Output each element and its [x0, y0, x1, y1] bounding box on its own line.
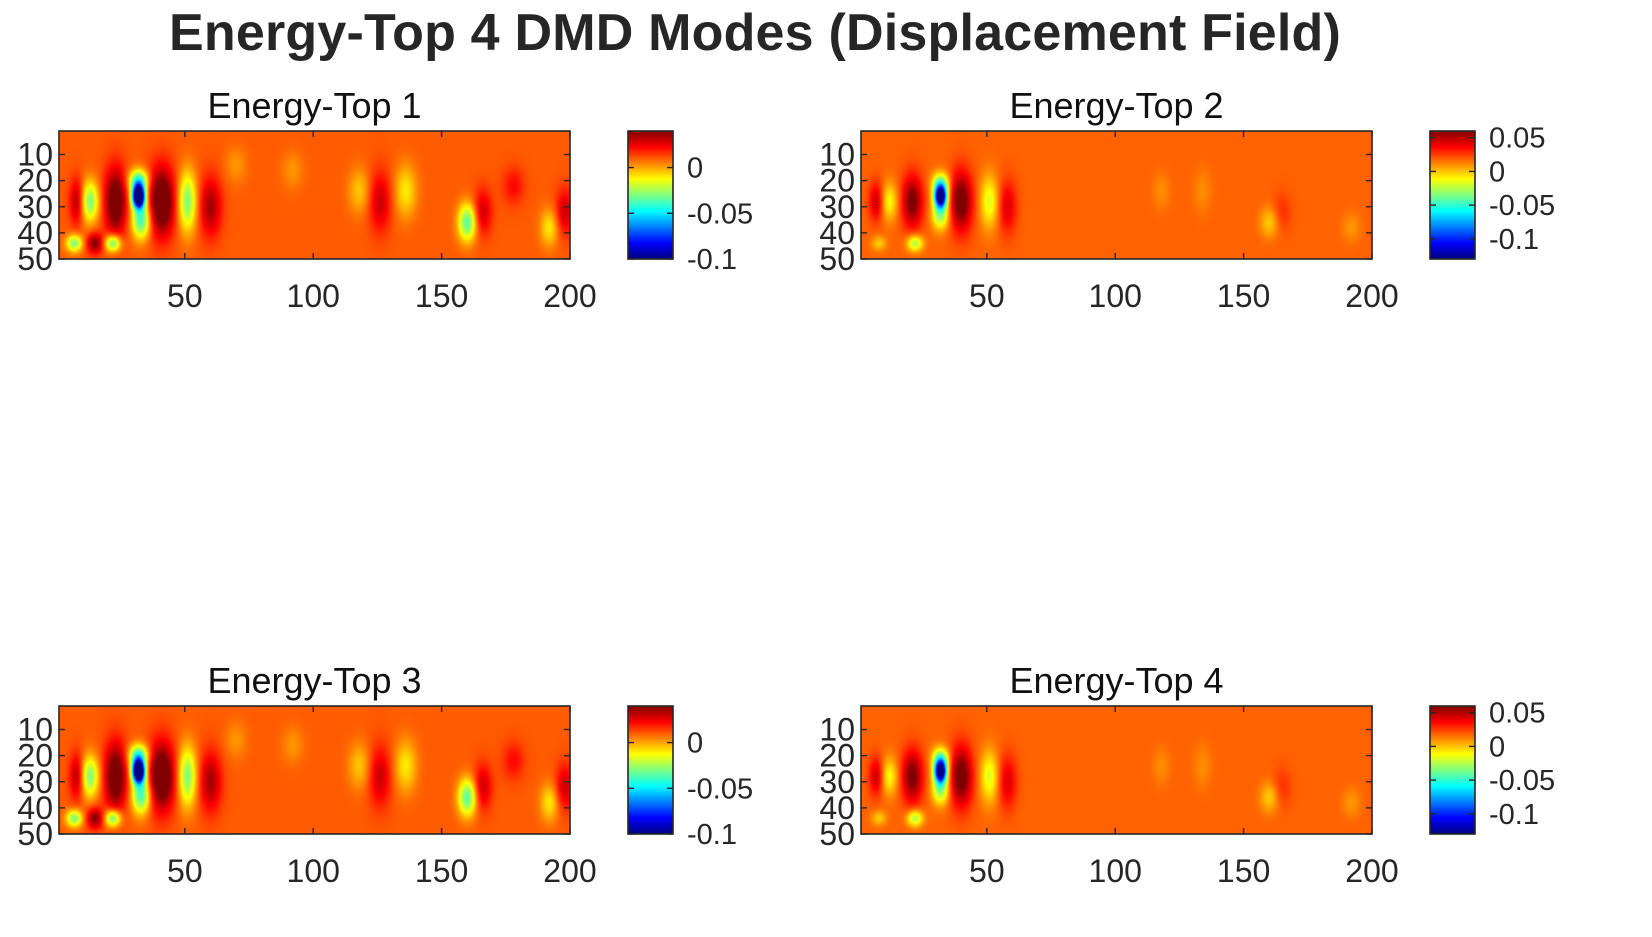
- colorbar-image: [1430, 131, 1475, 259]
- y-tick-label: 10: [17, 137, 53, 173]
- y-tick-label: 40: [819, 790, 855, 826]
- subplot-1: Energy-Top 150 100 150 20010203040500-0.05-…: [17, 85, 753, 314]
- colorbar-tick-label: -0.05: [687, 198, 753, 230]
- x-tick-label: 200: [543, 853, 596, 889]
- subplot-4: Energy-Top 450 100 150 20010203040500.050-0…: [819, 660, 1555, 889]
- y-tick-label: 10: [819, 712, 855, 748]
- colorbar-image: [628, 706, 673, 834]
- colorbar-frame: [1429, 130, 1476, 260]
- colorbar-frame: [1429, 705, 1476, 835]
- x-tick-label: 150: [1217, 853, 1270, 889]
- y-tick-label: 20: [17, 163, 53, 199]
- colorbar-tick-label: -0.1: [687, 244, 737, 276]
- x-tick-label: 150: [415, 853, 468, 889]
- subplot-3: Energy-Top 350 100 150 20010203040500-0.05-…: [17, 660, 753, 889]
- x-tick-label: 100: [1089, 278, 1142, 314]
- colorbar-tick-label: 0: [687, 153, 703, 185]
- colorbar-tick-label: 0: [1489, 156, 1505, 188]
- subplot-title: Energy-Top 3: [207, 660, 421, 701]
- x-tick-label: 200: [1345, 853, 1398, 889]
- y-tick-label: 50: [17, 816, 53, 852]
- x-tick-label: 50: [167, 278, 203, 314]
- colorbar-frame: [627, 705, 674, 835]
- heatmap-image: [59, 131, 570, 259]
- y-tick-label: 50: [819, 816, 855, 852]
- colorbar-tick-label: -0.05: [1489, 765, 1555, 797]
- figure-title: Energy-Top 4 DMD Modes (Displacement Fie…: [169, 4, 1341, 62]
- y-tick-label: 50: [17, 241, 53, 277]
- heatmap-image: [861, 706, 1372, 834]
- colorbar-tick-label: -0.1: [1489, 224, 1539, 256]
- y-tick-label: 30: [17, 189, 53, 225]
- y-tick-label: 40: [819, 215, 855, 251]
- subplot-title: Energy-Top 4: [1009, 660, 1223, 701]
- y-tick-label: 20: [819, 163, 855, 199]
- axes-frame: [860, 705, 1373, 835]
- colorbar-tick-label: -0.05: [687, 773, 753, 805]
- colorbar-tick-label: -0.1: [687, 819, 737, 851]
- y-tick-label: 30: [819, 189, 855, 225]
- x-tick-label: 100: [287, 278, 340, 314]
- colorbar-tick-label: -0.1: [1489, 799, 1539, 831]
- y-tick-label: 10: [17, 712, 53, 748]
- subplot-title: Energy-Top 2: [1009, 85, 1223, 126]
- colorbar-tick-label: 0: [1489, 731, 1505, 763]
- y-tick-label: 20: [17, 738, 53, 774]
- x-tick-label: 50: [167, 853, 203, 889]
- axes-frame: [58, 130, 571, 260]
- subplot-2: Energy-Top 250 100 150 20010203040500.050-0…: [819, 85, 1555, 314]
- y-tick-label: 40: [17, 215, 53, 251]
- y-tick-label: 40: [17, 790, 53, 826]
- colorbar-image: [628, 131, 673, 259]
- axes-frame: [860, 130, 1373, 260]
- colorbar-tick-label: -0.05: [1489, 190, 1555, 222]
- y-tick-label: 10: [819, 137, 855, 173]
- heatmap-image: [59, 706, 570, 834]
- colorbar-tick-label: 0.05: [1489, 123, 1545, 155]
- subplot-title: Energy-Top 1: [207, 85, 421, 126]
- y-tick-label: 30: [819, 764, 855, 800]
- x-tick-label: 50: [969, 853, 1005, 889]
- heatmap-image: [861, 131, 1372, 259]
- x-tick-label: 50: [969, 278, 1005, 314]
- colorbar-tick-label: 0.05: [1489, 698, 1545, 730]
- colorbar-tick-label: 0: [687, 728, 703, 760]
- x-tick-label: 100: [287, 853, 340, 889]
- axes-frame: [58, 705, 571, 835]
- y-tick-label: 30: [17, 764, 53, 800]
- x-tick-label: 100: [1089, 853, 1142, 889]
- y-tick-label: 50: [819, 241, 855, 277]
- x-tick-label: 200: [1345, 278, 1398, 314]
- x-tick-label: 150: [415, 278, 468, 314]
- colorbar-image: [1430, 706, 1475, 834]
- y-tick-label: 20: [819, 738, 855, 774]
- x-tick-label: 200: [543, 278, 596, 314]
- colorbar-frame: [627, 130, 674, 260]
- x-tick-label: 150: [1217, 278, 1270, 314]
